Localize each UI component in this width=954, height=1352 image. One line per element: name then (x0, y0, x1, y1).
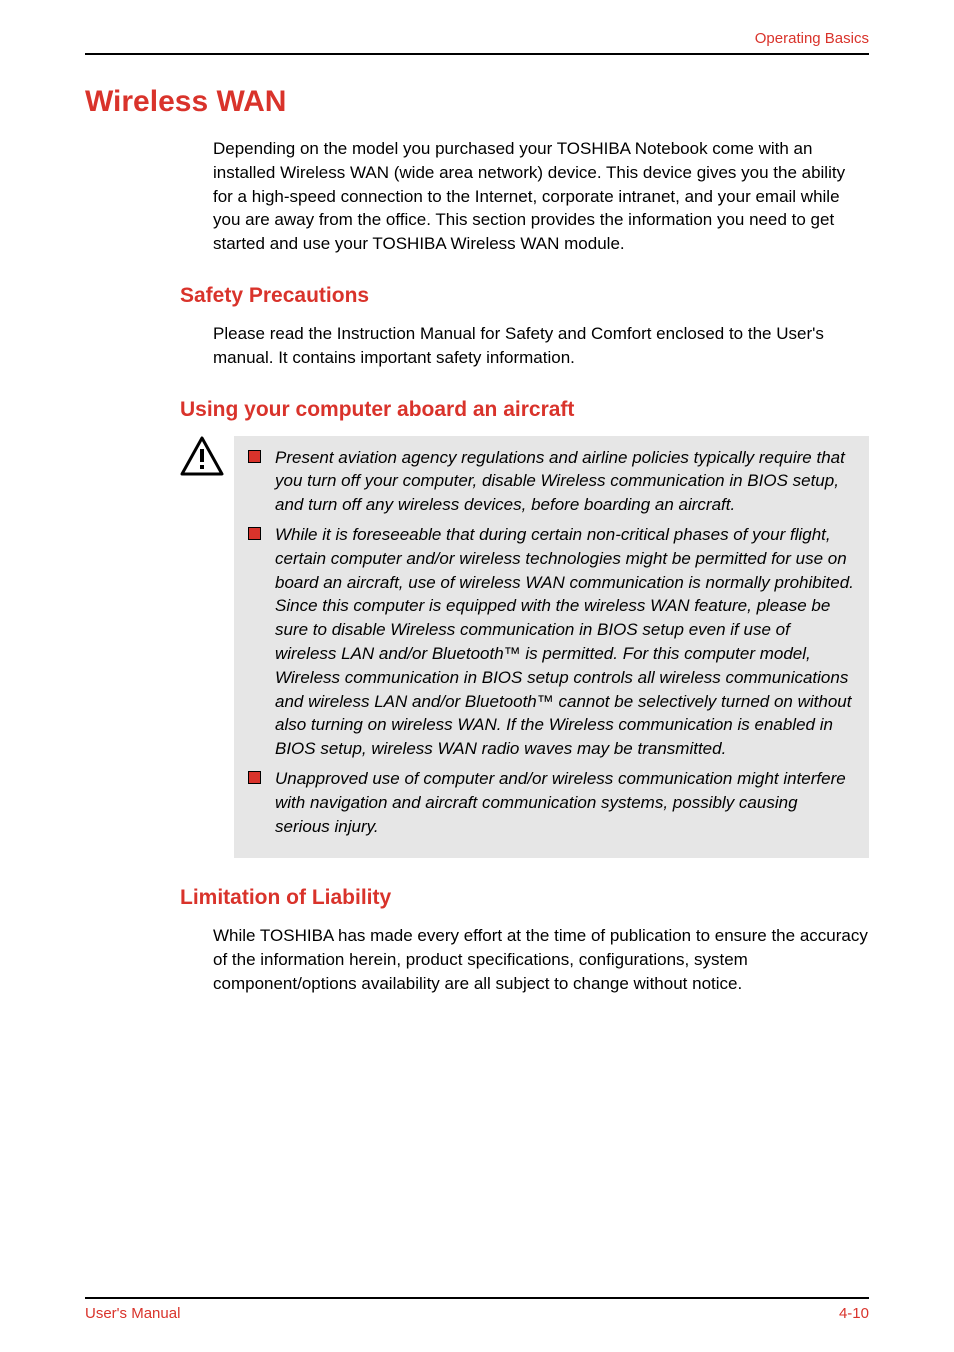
bullet-text: Unapproved use of computer and/or wirele… (275, 767, 855, 838)
bullet-item: Unapproved use of computer and/or wirele… (248, 767, 855, 838)
page-header: Operating Basics (85, 30, 869, 55)
intro-paragraph: Depending on the model you purchased you… (213, 137, 869, 256)
safety-precautions-text: Please read the Instruction Manual for S… (213, 322, 869, 370)
page-footer: User's Manual 4-10 (85, 1297, 869, 1322)
bullet-square-icon (248, 450, 261, 463)
header-section-name: Operating Basics (755, 30, 869, 47)
warning-icon (180, 436, 228, 859)
bullet-item: Present aviation agency regulations and … (248, 446, 855, 517)
footer-right: 4-10 (839, 1305, 869, 1322)
bullet-item: While it is foreseeable that during cert… (248, 523, 855, 761)
warning-section: Present aviation agency regulations and … (180, 436, 869, 859)
main-title: Wireless WAN (85, 85, 869, 119)
bullet-square-icon (248, 771, 261, 784)
liability-title: Limitation of Liability (180, 886, 869, 910)
aircraft-title: Using your computer aboard an aircraft (180, 398, 869, 422)
bullet-text: While it is foreseeable that during cert… (275, 523, 855, 761)
safety-precautions-title: Safety Precautions (180, 284, 869, 308)
footer-left: User's Manual (85, 1305, 180, 1322)
bullet-text: Present aviation agency regulations and … (275, 446, 855, 517)
liability-text: While TOSHIBA has made every effort at t… (213, 924, 869, 995)
warning-content: Present aviation agency regulations and … (234, 436, 869, 859)
bullet-square-icon (248, 527, 261, 540)
